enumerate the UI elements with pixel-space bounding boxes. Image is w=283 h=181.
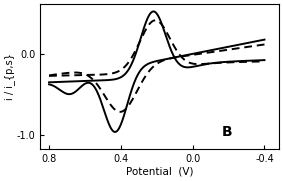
- X-axis label: Potential  (V): Potential (V): [126, 167, 193, 177]
- Text: B: B: [222, 125, 232, 139]
- Y-axis label: i / i_{p,s}: i / i_{p,s}: [4, 53, 15, 100]
